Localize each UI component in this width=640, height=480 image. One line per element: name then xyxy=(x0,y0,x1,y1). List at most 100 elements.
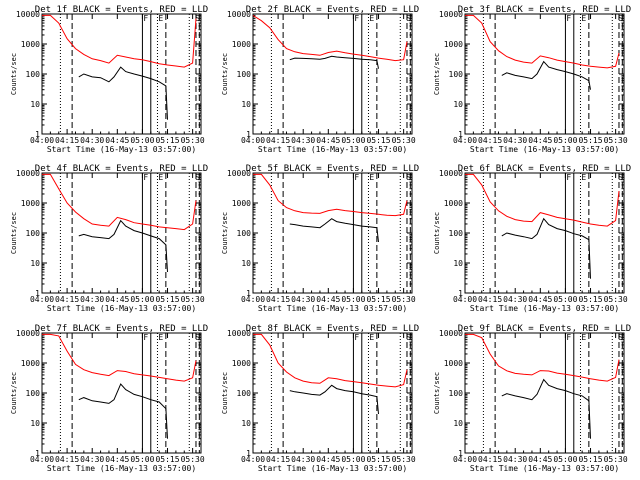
y-tick-label: 10000 xyxy=(227,169,251,178)
x-tick-label: 04:45 xyxy=(105,455,129,464)
y-axis-label: Counts/sec xyxy=(10,212,18,254)
x-axis-label: Start Time (16-May-13 03:57:00) xyxy=(258,145,407,154)
events-series-line xyxy=(78,383,168,439)
y-tick-label: 1 xyxy=(35,130,40,139)
x-tick-label: 04:45 xyxy=(528,136,552,145)
y-tick-label: 100 xyxy=(449,229,464,238)
x-tick-label: 05:15 xyxy=(155,295,179,304)
y-tick-label: 100 xyxy=(26,389,41,398)
lld-series-line xyxy=(42,173,197,231)
x-tick-label: 04:45 xyxy=(105,295,129,304)
x-tick-label: 04:15 xyxy=(266,295,290,304)
lld-series-line xyxy=(465,14,620,69)
y-tick-label: 10000 xyxy=(227,329,251,338)
y-tick-label: 1 xyxy=(35,289,40,298)
x-tick-label: 05:00 xyxy=(553,295,577,304)
x-tick-label: 04:00 xyxy=(453,295,477,304)
y-tick-label: 10 xyxy=(453,419,463,428)
interval-marker: S xyxy=(618,14,623,23)
interval-marker: E xyxy=(581,14,586,23)
interval-marker: S xyxy=(406,14,411,23)
y-tick-label: 10000 xyxy=(16,10,40,19)
x-tick-label: 04:30 xyxy=(291,295,315,304)
plot-frame xyxy=(252,172,413,294)
y-tick-label: 10 xyxy=(30,100,40,109)
y-tick-label: 100 xyxy=(26,229,41,238)
x-tick-label: 04:30 xyxy=(503,455,527,464)
y-tick-label: 100 xyxy=(26,70,41,79)
y-tick-label: 10000 xyxy=(439,169,463,178)
interval-marker: S xyxy=(195,14,200,23)
x-tick-label: 04:15 xyxy=(266,455,290,464)
panel-title: Det 8f BLACK = Events, RED = LLD xyxy=(246,324,419,334)
y-tick-label: 10 xyxy=(453,100,463,109)
interval-marker: F xyxy=(143,333,148,342)
y-axis-label: Counts/sec xyxy=(221,372,229,414)
y-axis-label: Counts/sec xyxy=(10,53,18,95)
x-tick-label: 04:00 xyxy=(453,136,477,145)
interval-marker: F xyxy=(354,14,359,23)
x-tick-label: 05:00 xyxy=(341,455,365,464)
x-tick-label: 04:45 xyxy=(316,455,340,464)
lld-series-line xyxy=(253,173,408,217)
y-axis-label: Counts/sec xyxy=(221,53,229,95)
y-tick-label: 1 xyxy=(246,289,251,298)
interval-marker: F xyxy=(143,14,148,23)
x-axis-label: Start Time (16-May-13 03:57:00) xyxy=(470,304,619,313)
y-tick-label: 10 xyxy=(241,100,251,109)
x-axis-label: Start Time (16-May-13 03:57:00) xyxy=(47,464,196,473)
plot-frame xyxy=(252,13,413,135)
x-tick-label: 05:00 xyxy=(341,136,365,145)
panel-title: Det 3f BLACK = Events, RED = LLD xyxy=(458,5,631,15)
interval-marker: E xyxy=(581,333,586,342)
events-series-line xyxy=(289,218,379,243)
y-tick-label: 10 xyxy=(453,259,463,268)
interval-marker: E xyxy=(581,173,586,182)
y-tick-label: 100 xyxy=(449,389,464,398)
x-tick-label: 04:30 xyxy=(503,136,527,145)
y-tick-label: 10000 xyxy=(439,329,463,338)
plot-frame xyxy=(464,13,625,135)
panel-title: Det 5f BLACK = Events, RED = LLD xyxy=(246,164,419,174)
events-series-line xyxy=(78,66,168,120)
x-tick-label: 04:15 xyxy=(266,136,290,145)
y-axis-label: Counts/sec xyxy=(433,372,441,414)
x-tick-label: 04:30 xyxy=(80,295,104,304)
y-axis-label: Counts/sec xyxy=(10,372,18,414)
x-tick-label: 04:30 xyxy=(291,136,315,145)
y-tick-label: 1000 xyxy=(232,40,251,49)
x-tick-label: 05:00 xyxy=(130,136,154,145)
y-tick-label: 10 xyxy=(241,419,251,428)
interval-marker: F xyxy=(566,173,571,182)
x-tick-label: 05:30 xyxy=(392,455,416,464)
y-tick-label: 1 xyxy=(458,130,463,139)
lld-series-line xyxy=(42,14,197,68)
x-tick-label: 04:15 xyxy=(55,455,79,464)
x-tick-label: 04:00 xyxy=(30,295,54,304)
x-axis-label: Start Time (16-May-13 03:57:00) xyxy=(470,464,619,473)
x-tick-label: 05:30 xyxy=(604,295,628,304)
x-tick-label: 04:00 xyxy=(241,136,265,145)
x-tick-label: 05:30 xyxy=(392,295,416,304)
x-tick-label: 05:30 xyxy=(604,136,628,145)
plot-frame xyxy=(464,172,625,294)
x-tick-label: 04:30 xyxy=(80,455,104,464)
y-tick-label: 10000 xyxy=(16,329,40,338)
x-tick-label: 04:15 xyxy=(55,295,79,304)
lld-series-line xyxy=(252,14,408,62)
lld-series-line xyxy=(42,333,197,382)
interval-marker: F xyxy=(354,173,359,182)
x-tick-label: 05:15 xyxy=(155,455,179,464)
x-tick-label: 04:45 xyxy=(105,136,129,145)
interval-marker: S xyxy=(618,173,623,182)
y-tick-label: 1000 xyxy=(444,40,463,49)
x-tick-label: 04:45 xyxy=(316,136,340,145)
interval-marker: E xyxy=(369,333,374,342)
panel-title: Det 6f BLACK = Events, RED = LLD xyxy=(458,164,631,174)
x-tick-label: 04:45 xyxy=(316,295,340,304)
y-tick-label: 1 xyxy=(246,130,251,139)
panel-title: Det 7f BLACK = Events, RED = LLD xyxy=(35,324,208,334)
interval-marker: S xyxy=(406,333,411,342)
x-tick-label: 05:30 xyxy=(181,455,205,464)
events-series-line xyxy=(78,219,168,273)
